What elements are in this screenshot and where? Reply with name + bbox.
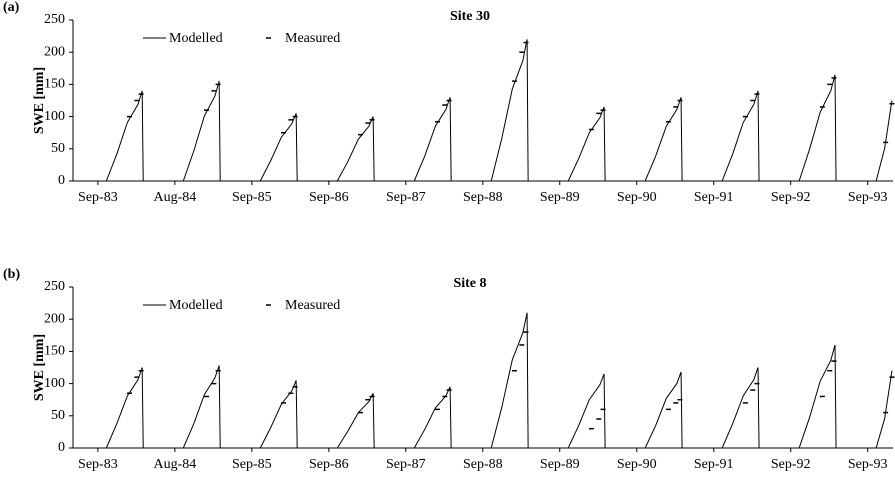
y-tick-label: 150 [44, 344, 65, 359]
x-tick-label: Sep-86 [309, 457, 349, 472]
panel-label: (a) [3, 0, 20, 15]
x-tick-label: Sep-85 [232, 457, 272, 472]
y-tick-label: 250 [44, 12, 65, 27]
legend-label: Measured [285, 31, 340, 46]
panel-label: (b) [3, 267, 20, 282]
x-tick-label: Sep-87 [386, 190, 426, 205]
legend-label: Modelled [169, 298, 223, 313]
x-tick-label: Sep-85 [232, 190, 272, 205]
modelled-line [105, 312, 893, 449]
x-tick-label: Sep-93 [848, 457, 888, 472]
x-tick-label: Sep-92 [771, 457, 811, 472]
x-tick-label: Sep-88 [463, 190, 503, 205]
legend-label: Measured [285, 298, 340, 313]
x-tick-label: Sep-89 [540, 457, 580, 472]
y-tick-label: 200 [44, 44, 65, 59]
x-tick-label: Sep-91 [694, 457, 734, 472]
y-axis-label: SWE [mm] [32, 67, 47, 134]
x-tick-label: Aug-84 [153, 457, 196, 472]
legend-label: Modelled [169, 31, 223, 46]
x-tick-label: Aug-84 [153, 190, 196, 205]
y-tick-label: 100 [44, 376, 65, 391]
y-tick-label: 50 [51, 408, 65, 423]
y-axis-label: SWE [mm] [32, 334, 47, 401]
y-tick-label: 200 [44, 311, 65, 326]
x-tick-label: Sep-92 [771, 190, 811, 205]
x-tick-label: Sep-93 [848, 190, 888, 205]
chart-title: Site 30 [450, 9, 490, 24]
x-tick-label: Sep-87 [386, 457, 426, 472]
modelled-line [105, 39, 893, 182]
y-tick-label: 150 [44, 77, 65, 92]
x-tick-label: Sep-90 [617, 457, 657, 472]
y-tick-label: 0 [58, 173, 65, 188]
y-tick-label: 50 [51, 141, 65, 156]
x-tick-label: Sep-83 [78, 457, 118, 472]
chart-title: Site 8 [453, 276, 486, 291]
x-tick-label: Sep-83 [78, 190, 118, 205]
x-tick-label: Sep-88 [463, 457, 503, 472]
y-tick-label: 250 [44, 279, 65, 294]
y-tick-label: 100 [44, 109, 65, 124]
x-tick-label: Sep-86 [309, 190, 349, 205]
x-tick-label: Sep-89 [540, 190, 580, 205]
y-tick-label: 0 [58, 440, 65, 455]
x-tick-label: Sep-90 [617, 190, 657, 205]
x-tick-label: Sep-91 [694, 190, 734, 205]
